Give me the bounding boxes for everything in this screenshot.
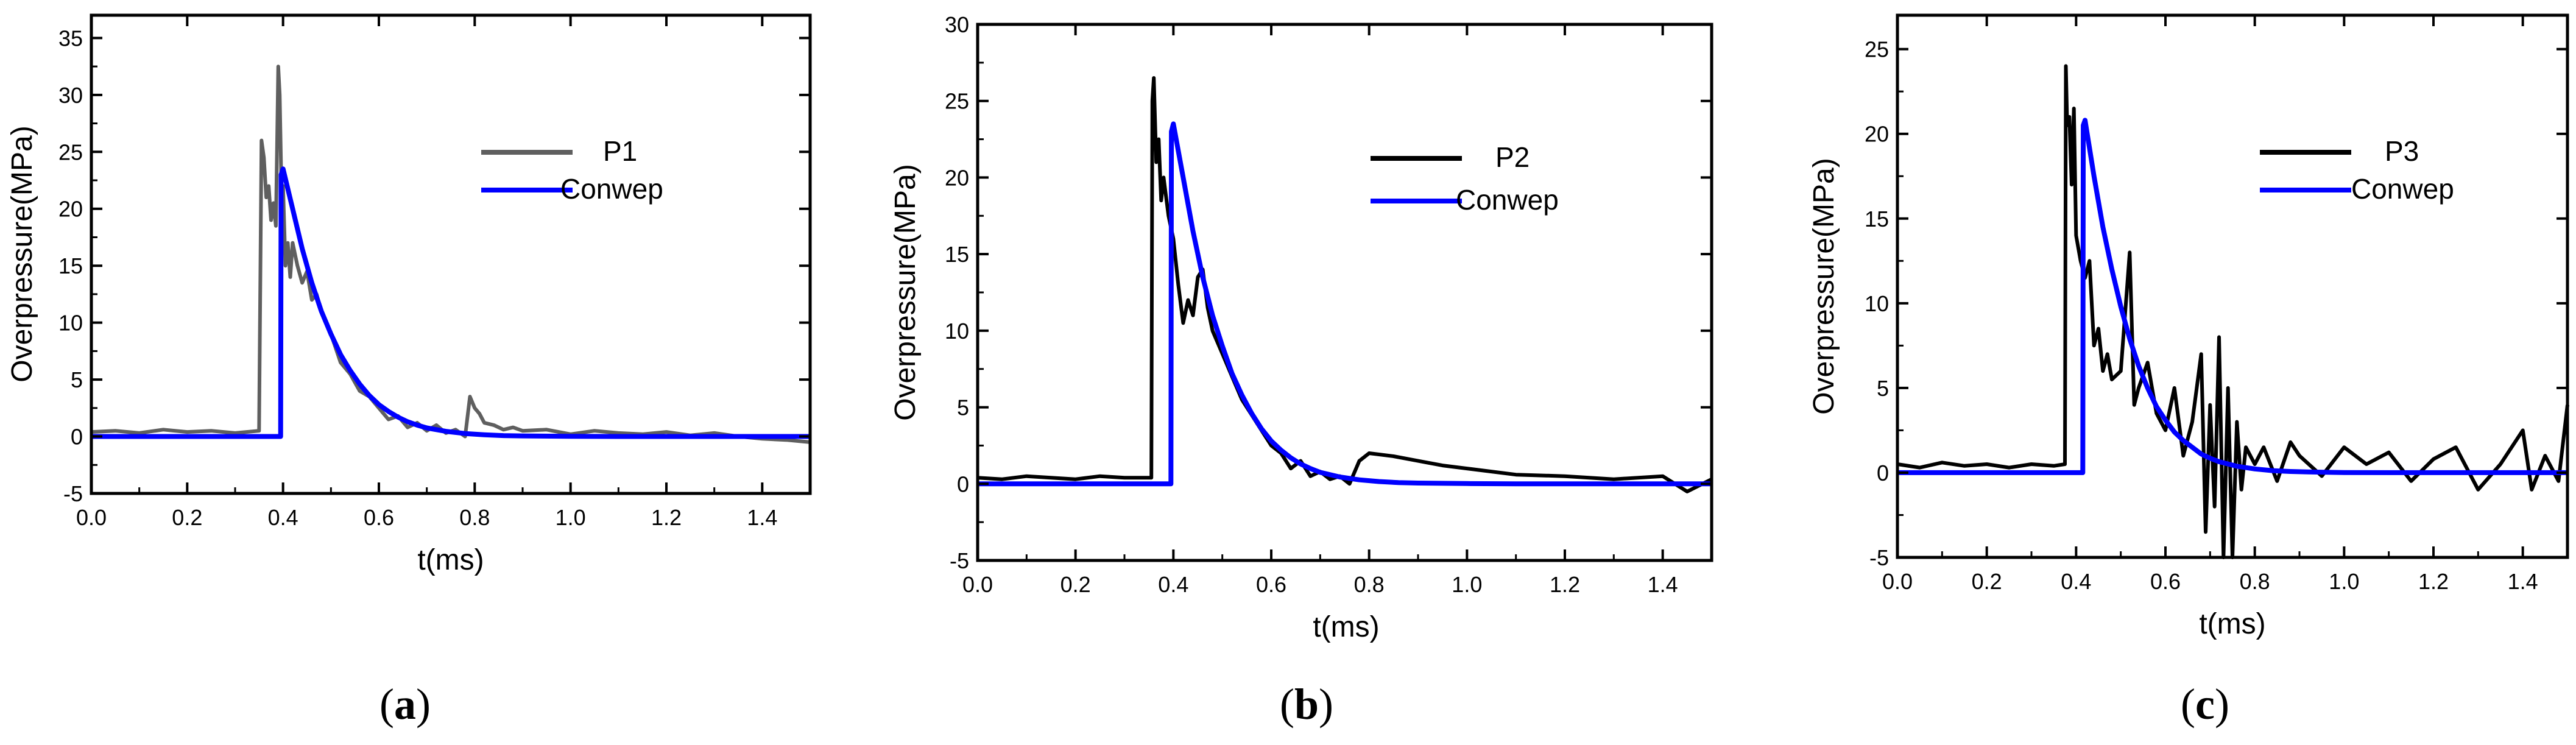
panel-a-ytick-label-1: 0 bbox=[71, 425, 83, 450]
panel-c: 0.0 0.2 0.4 0.6 0.8 1.0 1.2 1.4 -5 0 5 10 15 20 25 Ov… bbox=[1808, 13, 2569, 729]
panel-b-xtick-label-2: 0.4 bbox=[1158, 572, 1188, 597]
panel-b-ytick-label-6: 25 bbox=[945, 89, 969, 114]
panel-c-ytick-label-3: 10 bbox=[1865, 291, 1889, 316]
panel-a: 0.0 0.2 0.4 0.6 0.8 1.0 1.2 1.4 -5 0 5 10 15 20 25 30 3… bbox=[6, 13, 812, 729]
panel-a-plot bbox=[91, 65, 811, 444]
panel-b-xtick-label-3: 0.6 bbox=[1256, 572, 1286, 597]
panel-c-yticks: -5 0 5 10 15 20 25 bbox=[1865, 37, 2567, 570]
panel-c-xtick-label-5: 1.0 bbox=[2329, 569, 2359, 594]
panel-c-xtick-label-6: 1.2 bbox=[2418, 569, 2449, 594]
panel-b-xtick-label-5: 1.0 bbox=[1452, 572, 1482, 597]
panel-c-legend: P3 Conwep bbox=[2260, 135, 2454, 205]
panel-b-xtick-label-4: 0.8 bbox=[1354, 572, 1385, 597]
panel-a-series-0-line bbox=[91, 65, 811, 444]
panel-a-ytick-label-2: 5 bbox=[71, 367, 83, 392]
panel-b-ytick-label-4: 15 bbox=[945, 242, 969, 267]
panel-a-xtick-label-3: 0.6 bbox=[364, 505, 394, 530]
panel-a-xtick-label-4: 0.8 bbox=[459, 505, 490, 530]
panel-a-xtick-label-2: 0.4 bbox=[268, 505, 298, 530]
panel-a-xtick-label-5: 1.0 bbox=[556, 505, 586, 530]
panel-c-ytick-label-1: 0 bbox=[1877, 461, 1889, 485]
panel-b-xtick-label-6: 1.2 bbox=[1550, 572, 1580, 597]
panel-a-ytick-label-5: 20 bbox=[58, 197, 83, 222]
panel-b-yticks: -5 0 5 10 15 20 25 30 bbox=[945, 12, 1712, 573]
panel-c-ytick-label-2: 5 bbox=[1877, 376, 1889, 401]
panel-c-xtick-label-4: 0.8 bbox=[2240, 569, 2270, 594]
panel-c-ytick-label-6: 25 bbox=[1865, 37, 1889, 62]
panel-a-ytick-label-0: -5 bbox=[63, 481, 83, 506]
panel-b-ytick-label-0: -5 bbox=[950, 548, 969, 573]
panel-a-letter: a bbox=[394, 680, 416, 729]
panel-c-frame bbox=[1896, 13, 2569, 559]
panel-a-xtick-label-7: 1.4 bbox=[747, 505, 777, 530]
panel-b-ytick-label-1: 0 bbox=[957, 471, 969, 496]
panel-b-xlabel: t(ms) bbox=[1313, 611, 1379, 643]
panel-a-ylabel: Overpressure(MPa) bbox=[6, 125, 38, 382]
panel-b-series-1-line bbox=[978, 121, 1712, 487]
panel-b-xtick-label-1: 0.2 bbox=[1060, 572, 1091, 597]
panel-a-label: (a) bbox=[379, 680, 431, 729]
panel-c-xtick-label-2: 0.4 bbox=[2061, 569, 2091, 594]
panel-a-yticks: -5 0 5 10 15 20 25 30 35 bbox=[58, 26, 810, 506]
panel-b-series-0-line bbox=[977, 76, 1713, 493]
panel-b-legend: P2 Conwep bbox=[1371, 141, 1559, 216]
panel-b-frame bbox=[976, 23, 1713, 562]
panel-c-plot bbox=[1897, 64, 2569, 559]
panel-a-ytick-label-8: 35 bbox=[58, 26, 83, 51]
panel-a-xticks: 0.0 0.2 0.4 0.6 0.8 1.0 1.2 1.4 bbox=[76, 15, 811, 530]
panel-b-xtick-label-0: 0.0 bbox=[962, 572, 993, 597]
panel-a-ytick-label-3: 10 bbox=[58, 311, 83, 336]
panel-c-label: (c) bbox=[2181, 680, 2229, 729]
panel-b-label: (b) bbox=[1280, 680, 1333, 729]
panel-b-plot bbox=[977, 76, 1713, 493]
panel-b-ylabel: Overpressure(MPa) bbox=[889, 164, 922, 420]
panel-a-xtick-label-1: 0.2 bbox=[172, 505, 202, 530]
panel-a-legend: P1 Conwep bbox=[481, 135, 663, 205]
panel-c-legend-label-1: Conwep bbox=[2351, 173, 2454, 205]
panel-b-xticks: 0.0 0.2 0.4 0.6 0.8 1.0 1.2 1.4 bbox=[962, 24, 1713, 597]
panel-b-ytick-label-2: 5 bbox=[957, 395, 969, 420]
panel-c-ytick-label-5: 20 bbox=[1865, 122, 1889, 147]
panel-c-legend-label-0: P3 bbox=[2385, 135, 2419, 167]
panel-c-ylabel: Overpressure(MPa) bbox=[1808, 158, 1840, 414]
panel-c-xtick-label-3: 0.6 bbox=[2150, 569, 2181, 594]
panel-c-xtick-label-7: 1.4 bbox=[2508, 569, 2538, 594]
panel-b-xtick-label-7: 1.4 bbox=[1648, 572, 1678, 597]
panel-a-xtick-label-0: 0.0 bbox=[76, 505, 107, 530]
panel-b: 0.0 0.2 0.4 0.6 0.8 1.0 1.2 1.4 -5051015202530 … bbox=[889, 12, 1713, 729]
panel-b-ytick-label-7: 30 bbox=[945, 12, 969, 37]
panel-b-letter: b bbox=[1294, 680, 1319, 729]
panel-a-frame bbox=[90, 13, 812, 495]
panel-c-ytick-label-0: -5 bbox=[1869, 545, 1889, 570]
panel-c-xtick-label-0: 0.0 bbox=[1882, 569, 1913, 594]
panel-b-ytick-label-5: 20 bbox=[945, 165, 969, 190]
panel-c-xtick-label-1: 0.2 bbox=[1972, 569, 2002, 594]
panel-c-series-1-line bbox=[1897, 118, 2567, 475]
panel-b-ytick-label-3: 10 bbox=[945, 319, 969, 344]
panel-c-xlabel: t(ms) bbox=[2199, 608, 2265, 640]
panel-a-xlabel: t(ms) bbox=[417, 544, 484, 576]
panel-a-ytick-label-7: 30 bbox=[58, 83, 83, 108]
panel-b-legend-label-0: P2 bbox=[1495, 141, 1530, 173]
panel-b-legend-label-1: Conwep bbox=[1456, 184, 1559, 216]
panel-c-ytick-label-4: 15 bbox=[1865, 207, 1889, 231]
panel-c-letter: c bbox=[2195, 680, 2215, 729]
panel-a-legend-label-0: P1 bbox=[603, 135, 637, 167]
panel-a-ytick-label-6: 25 bbox=[58, 139, 83, 164]
panel-a-xtick-label-6: 1.2 bbox=[651, 505, 682, 530]
panel-a-series-1-line bbox=[91, 166, 810, 439]
panel-a-ytick-label-4: 15 bbox=[58, 253, 83, 278]
panel-c-series-0-line bbox=[1897, 64, 2569, 559]
panel-a-legend-label-1: Conwep bbox=[560, 173, 663, 205]
